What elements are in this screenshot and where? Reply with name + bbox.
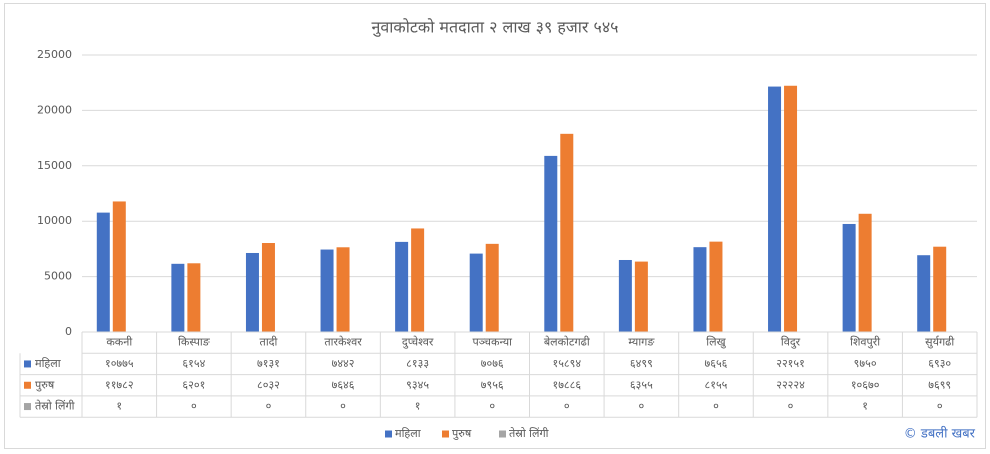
table-value: ९७५० [854, 357, 877, 370]
table-value: ६३५५ [630, 378, 653, 391]
legend-key [24, 381, 31, 389]
table-value: १०७७५ [105, 357, 134, 370]
bar [768, 86, 782, 332]
y-tick-label: 25000 [37, 48, 72, 61]
table-value: ० [713, 400, 719, 413]
table-value: ७४४२ [332, 357, 355, 370]
table-value: ० [788, 400, 794, 413]
table-value: ६१५४ [182, 357, 205, 370]
bar [261, 243, 275, 332]
legend-key [499, 430, 506, 438]
table-value: ६९३० [928, 357, 951, 370]
y-tick-label: 15000 [37, 159, 72, 172]
table-row-label: पुरुष [35, 378, 55, 391]
bar [560, 133, 574, 332]
table-value: ० [937, 400, 943, 413]
bar [709, 241, 723, 332]
bar [485, 243, 499, 332]
y-tick-label: 5000 [44, 270, 72, 283]
table-value: १७८८६ [552, 378, 581, 391]
table-value: २२१५१ [776, 357, 805, 370]
bar [320, 249, 334, 332]
bar [933, 246, 947, 332]
table-value: १ [116, 400, 122, 413]
table-value: ० [639, 400, 645, 413]
x-tick-label: ककनी [106, 336, 132, 349]
table-value: ६४९९ [630, 357, 653, 370]
bar [187, 263, 201, 332]
chart-title: नुवाकोटको मतदाता २ लाख ३९ हजार ५४५ [371, 18, 618, 38]
x-tick-label: विदुर [781, 336, 801, 350]
legend-key [24, 360, 31, 368]
legend-label: पुरुष [452, 427, 472, 440]
table-value: ० [564, 400, 570, 413]
table-row-label: महिला [35, 357, 61, 370]
bar [171, 263, 185, 332]
x-tick-label: लिखु [706, 336, 726, 349]
table-value: ८१३३ [406, 357, 429, 370]
x-tick-label: शिवपुरी [850, 336, 880, 349]
bar [469, 253, 483, 332]
table-value: ० [266, 400, 272, 413]
bar [336, 247, 350, 332]
x-tick-label: बेलकोटगढी [544, 336, 590, 349]
x-tick-label: दुप्चेश्वर [402, 336, 434, 350]
legend-key [24, 403, 31, 411]
table-value: ७१३१ [257, 357, 280, 370]
annotation: © डबली खबर [904, 426, 976, 442]
bar [842, 223, 856, 332]
table-value: ७०७६ [481, 357, 504, 370]
bar [858, 213, 872, 332]
bar [245, 252, 259, 332]
table-value: ० [489, 400, 495, 413]
x-tick-label: म्यागङ [628, 336, 655, 349]
x-tick-label: पञ्चकन्या [472, 336, 512, 349]
y-tick-label: 20000 [37, 103, 72, 116]
bar [693, 247, 707, 332]
table-value: ७६९९ [928, 378, 951, 391]
table-value: १०६७० [851, 378, 880, 391]
table-value: १ [415, 400, 421, 413]
y-tick-label: 10000 [37, 214, 72, 227]
table-value: ६२०१ [182, 378, 205, 391]
table-value: १५८९४ [552, 357, 581, 370]
table-value: १ [862, 400, 868, 413]
table-value: ७९५६ [481, 378, 504, 391]
x-tick-label: तारकेश्वर [324, 336, 362, 349]
bar [112, 201, 126, 332]
table-value: ७६४६ [332, 378, 355, 391]
legend-key [442, 430, 449, 438]
x-tick-label: सुर्यगढी [925, 336, 954, 349]
table-value: ८१५५ [705, 378, 728, 391]
table-value: २२२२४ [776, 378, 805, 391]
bar [917, 255, 931, 332]
bar [96, 212, 110, 332]
legend-label: महिला [395, 427, 421, 440]
x-tick-label: तादी [260, 336, 278, 349]
x-tick-label: किस्पाङ [178, 336, 211, 349]
bar [395, 241, 409, 332]
table-value: ९३४५ [406, 378, 429, 391]
bar [618, 259, 632, 332]
bar [411, 228, 425, 332]
table-value: ११७८२ [105, 378, 134, 391]
bar [544, 155, 558, 332]
table-value: ८०३२ [257, 378, 280, 391]
y-tick-label: 0 [65, 325, 72, 338]
table-value: ० [340, 400, 346, 413]
table-value: ० [191, 400, 197, 413]
bar [784, 85, 798, 332]
bar [634, 261, 648, 332]
legend-key [385, 430, 392, 438]
legend-label: तेस्रो लिंगी [509, 427, 549, 440]
table-row-label: तेस्रो लिंगी [35, 400, 75, 413]
table-value: ७६५६ [705, 357, 728, 370]
